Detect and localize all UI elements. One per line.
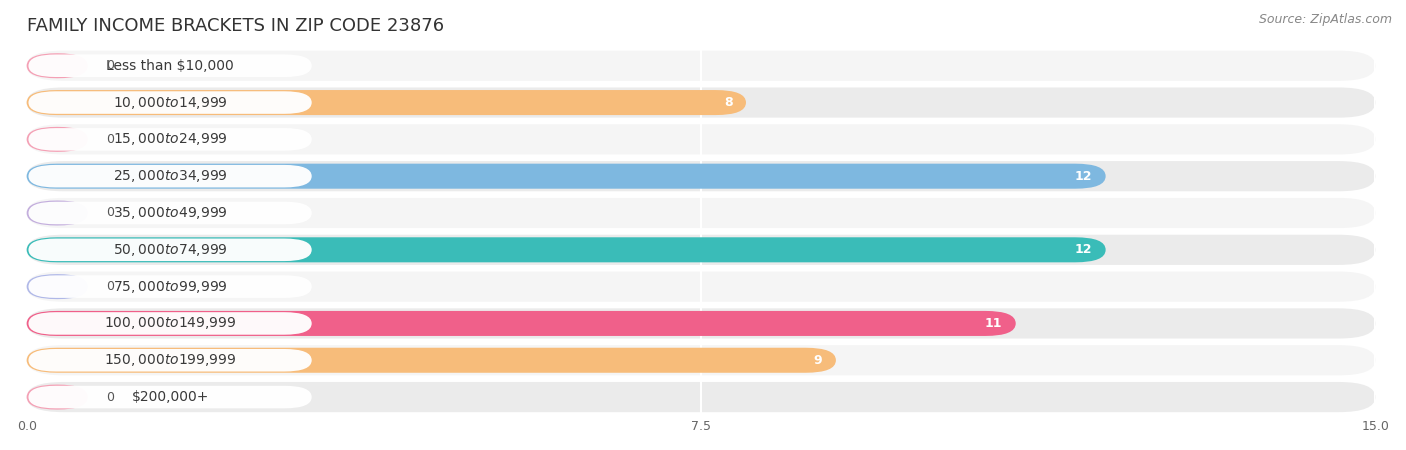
Text: 0: 0 xyxy=(105,133,114,146)
FancyBboxPatch shape xyxy=(27,308,1375,338)
Text: 11: 11 xyxy=(984,317,1002,330)
FancyBboxPatch shape xyxy=(27,198,1375,228)
FancyBboxPatch shape xyxy=(27,53,87,78)
FancyBboxPatch shape xyxy=(27,274,87,299)
FancyBboxPatch shape xyxy=(28,275,312,298)
Text: $15,000 to $24,999: $15,000 to $24,999 xyxy=(112,131,228,147)
Text: $25,000 to $34,999: $25,000 to $34,999 xyxy=(112,168,228,184)
FancyBboxPatch shape xyxy=(28,202,312,224)
Text: 12: 12 xyxy=(1074,170,1092,183)
Text: $75,000 to $99,999: $75,000 to $99,999 xyxy=(112,279,228,295)
FancyBboxPatch shape xyxy=(28,54,312,77)
FancyBboxPatch shape xyxy=(27,90,747,115)
FancyBboxPatch shape xyxy=(27,161,1375,191)
Text: 0: 0 xyxy=(105,59,114,72)
FancyBboxPatch shape xyxy=(27,385,87,410)
FancyBboxPatch shape xyxy=(27,235,1375,265)
Text: FAMILY INCOME BRACKETS IN ZIP CODE 23876: FAMILY INCOME BRACKETS IN ZIP CODE 23876 xyxy=(27,17,444,35)
FancyBboxPatch shape xyxy=(27,51,1375,81)
Text: $50,000 to $74,999: $50,000 to $74,999 xyxy=(112,242,228,258)
Text: $100,000 to $149,999: $100,000 to $149,999 xyxy=(104,315,236,332)
FancyBboxPatch shape xyxy=(27,164,1105,189)
FancyBboxPatch shape xyxy=(28,165,312,188)
FancyBboxPatch shape xyxy=(28,91,312,114)
FancyBboxPatch shape xyxy=(27,124,1375,154)
FancyBboxPatch shape xyxy=(27,237,1105,262)
Text: $10,000 to $14,999: $10,000 to $14,999 xyxy=(112,94,228,111)
Text: 0: 0 xyxy=(105,391,114,404)
FancyBboxPatch shape xyxy=(28,312,312,335)
FancyBboxPatch shape xyxy=(27,271,1375,302)
FancyBboxPatch shape xyxy=(27,345,1375,375)
Text: 12: 12 xyxy=(1074,243,1092,256)
Text: $35,000 to $49,999: $35,000 to $49,999 xyxy=(112,205,228,221)
Text: Less than $10,000: Less than $10,000 xyxy=(107,59,233,73)
Text: 8: 8 xyxy=(724,96,733,109)
Text: 9: 9 xyxy=(814,354,823,367)
Text: Source: ZipAtlas.com: Source: ZipAtlas.com xyxy=(1258,14,1392,27)
Text: 0: 0 xyxy=(105,280,114,293)
FancyBboxPatch shape xyxy=(27,382,1375,412)
FancyBboxPatch shape xyxy=(28,128,312,151)
FancyBboxPatch shape xyxy=(27,201,87,225)
FancyBboxPatch shape xyxy=(28,386,312,408)
FancyBboxPatch shape xyxy=(27,127,87,152)
FancyBboxPatch shape xyxy=(27,87,1375,117)
FancyBboxPatch shape xyxy=(28,238,312,261)
FancyBboxPatch shape xyxy=(27,348,837,373)
Text: $150,000 to $199,999: $150,000 to $199,999 xyxy=(104,352,236,368)
Text: $200,000+: $200,000+ xyxy=(131,390,208,404)
FancyBboxPatch shape xyxy=(27,311,1015,336)
Text: 0: 0 xyxy=(105,207,114,220)
FancyBboxPatch shape xyxy=(28,349,312,372)
